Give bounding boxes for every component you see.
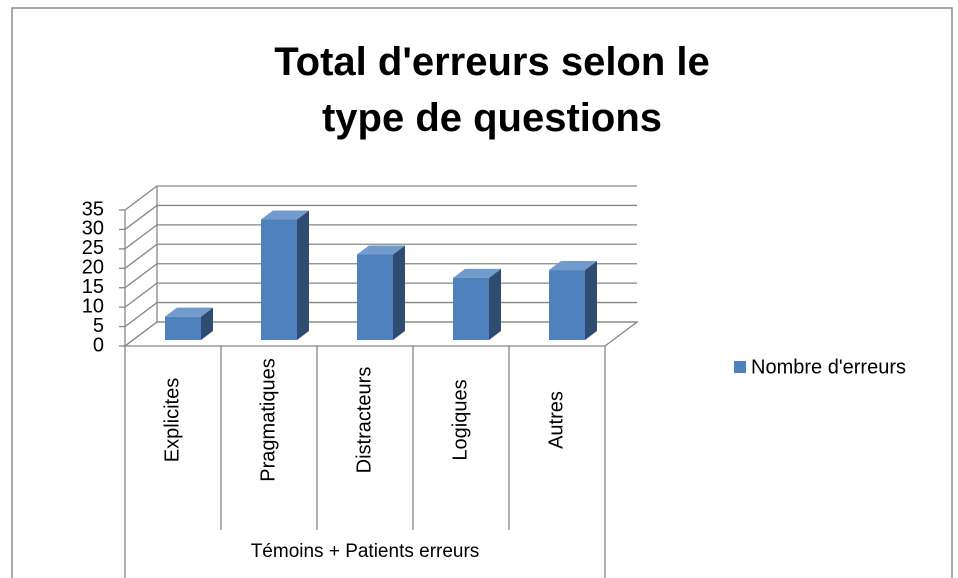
y-tick-label: 5	[93, 315, 104, 337]
bar-side	[489, 268, 501, 340]
bar-side	[585, 261, 597, 340]
x-group-label: Témoins + Patients erreurs	[251, 541, 480, 562]
bar-top	[453, 268, 501, 278]
y-tick-label: 20	[82, 257, 104, 279]
grid-line	[124, 224, 637, 250]
x-tick-label: Distracteurs	[353, 367, 375, 474]
bar-side	[297, 210, 309, 340]
legend-swatch	[734, 361, 746, 373]
bar-top	[261, 210, 309, 220]
grid-line	[124, 263, 637, 289]
bar-top	[357, 245, 405, 255]
y-tick-label: 30	[82, 218, 104, 240]
bar-side	[393, 245, 405, 340]
bar-top	[165, 307, 213, 317]
x-tick-label: Explicites	[161, 378, 183, 462]
y-tick-label: 35	[82, 198, 104, 220]
legend-label: Nombre d'erreurs	[751, 356, 906, 378]
bar	[549, 270, 585, 340]
bar-top	[549, 261, 597, 271]
y-tick-label: 0	[93, 334, 104, 356]
bar-side	[201, 307, 213, 340]
bar	[357, 254, 393, 340]
bar	[165, 316, 201, 340]
x-tick-label: Autres	[545, 391, 567, 449]
bar	[453, 277, 489, 340]
grid-line	[124, 204, 637, 230]
grid-line	[124, 185, 637, 211]
bar	[261, 219, 297, 340]
y-tick-label: 10	[82, 295, 104, 317]
chart-title: Total d'erreurs selon le type de question…	[274, 40, 710, 140]
x-tick-label: Pragmatiques	[257, 358, 279, 481]
y-tick-label: 15	[82, 276, 104, 298]
y-tick-label: 25	[82, 237, 104, 259]
x-tick-label: Logiques	[449, 379, 471, 460]
grid-line	[124, 243, 637, 269]
